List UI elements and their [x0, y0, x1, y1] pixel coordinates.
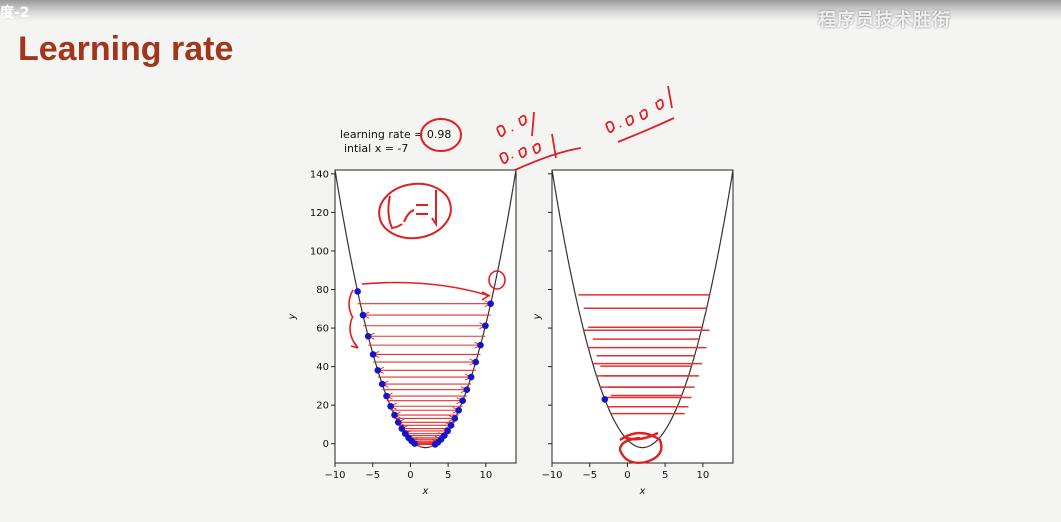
minimum-scribble-handwriting	[618, 431, 663, 464]
x-tick-label-2: 5	[662, 470, 668, 481]
descent-point	[472, 358, 480, 366]
y-tick-label-1: 20	[316, 401, 329, 412]
corner-label: 度-2	[0, 5, 30, 21]
descent-point	[369, 351, 377, 358]
note-0001-a-handwriting	[499, 133, 582, 171]
initial-x-label: intial x = -7	[344, 142, 409, 155]
x-tick-label-1: 10	[479, 470, 492, 481]
y-tick-label-1: 80	[316, 285, 329, 296]
note-0001-b-handwriting	[605, 85, 675, 143]
x-tick-label-2: −5	[582, 470, 597, 481]
descent-point	[477, 341, 484, 349]
descent-point	[364, 332, 372, 340]
descent-point	[359, 311, 367, 319]
descent-point	[391, 411, 398, 419]
y-tick-label-1: 140	[310, 169, 329, 180]
slide-title: Learning rate	[18, 30, 234, 68]
descent-point	[398, 425, 406, 432]
descent-point	[482, 322, 489, 330]
descent-arrows-handwriting	[348, 289, 359, 349]
plot-area-2	[551, 169, 734, 464]
x-axis-label-1: x	[422, 486, 429, 497]
descent-point	[431, 441, 439, 448]
descent-point	[374, 367, 382, 374]
descent-point	[463, 386, 471, 393]
x-tick-label-2: 10	[696, 470, 709, 481]
circle-note-handwriting	[378, 182, 452, 240]
descent-point	[394, 419, 402, 426]
descent-point	[378, 380, 386, 388]
circle-top-point-handwriting	[488, 270, 506, 290]
descent-point	[487, 300, 494, 307]
y-tick-label-1: 120	[310, 208, 329, 219]
curve-line-2	[551, 169, 734, 449]
y-tick-label-1: 0	[323, 439, 329, 450]
descent-point	[411, 440, 418, 447]
y-tick-label-1: 60	[316, 324, 329, 335]
x-axis-label-2: x	[639, 486, 646, 497]
x-tick-label-1: −5	[365, 470, 380, 481]
descent-point	[459, 397, 466, 405]
descent-point	[383, 392, 390, 400]
start-point	[601, 396, 609, 403]
note-001-handwriting	[496, 111, 535, 138]
y-tick-label-1: 40	[316, 362, 329, 373]
x-tick-label-2: −10	[541, 470, 562, 481]
overshoot-arrow-handwriting	[361, 281, 491, 301]
note-lr1-l-handwriting	[387, 195, 403, 230]
note-lr1-r1-handwriting	[403, 190, 437, 228]
x-tick-label-1: 0	[407, 470, 413, 481]
x-tick-label-1: −10	[324, 470, 345, 481]
watermark: 程序员技术胜衔	[818, 10, 951, 31]
x-tick-label-1: 5	[445, 470, 451, 481]
descent-point	[354, 288, 361, 295]
descent-point	[455, 406, 462, 414]
descent-point	[387, 402, 394, 410]
descent-point	[451, 415, 459, 422]
descent-point	[467, 373, 475, 381]
x-tick-label-2: 0	[624, 470, 630, 481]
y-axis-label-1: y	[287, 312, 298, 320]
y-tick-label-1: 100	[310, 246, 329, 257]
descent-point	[447, 421, 455, 429]
circle-lr-handwriting	[420, 118, 462, 152]
top-bar	[0, 0, 1061, 20]
y-axis-label-2: y	[532, 312, 543, 320]
descent-point	[444, 427, 451, 435]
learning-rate-label: learning rate = 0.98	[340, 128, 452, 141]
